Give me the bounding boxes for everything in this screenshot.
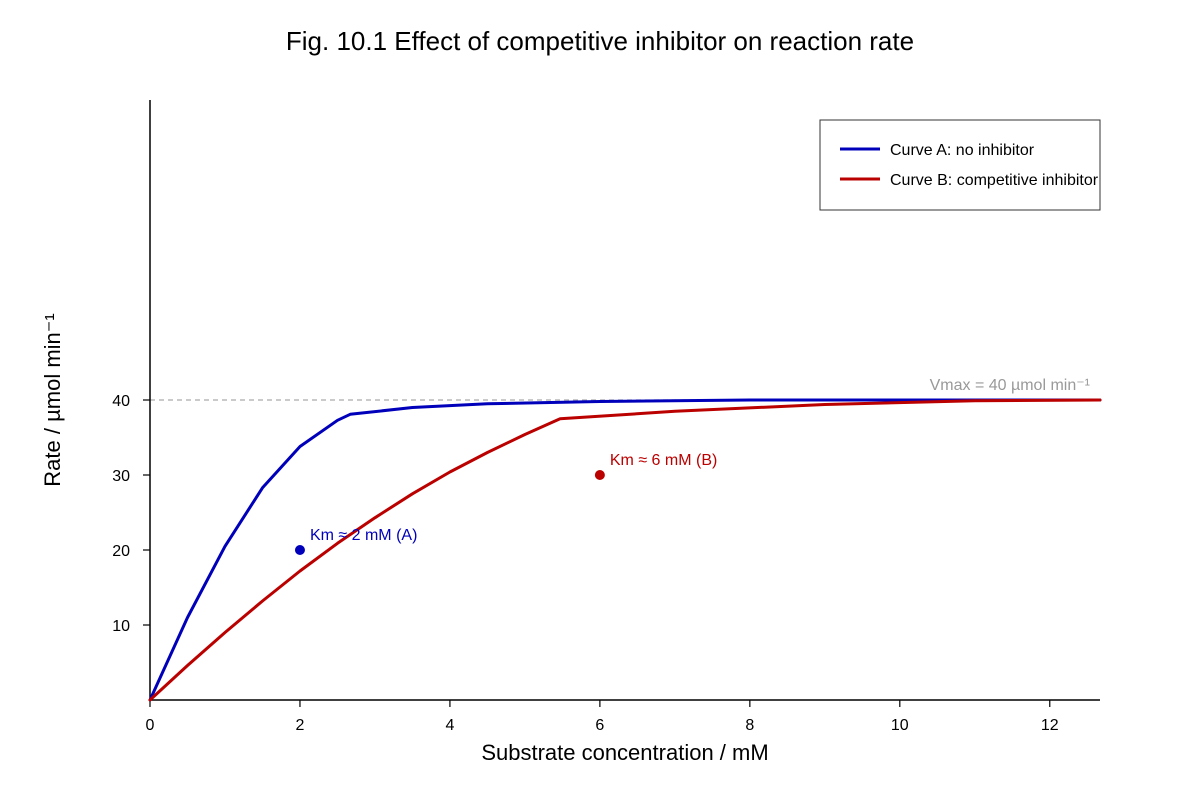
x-axis-label: Substrate concentration / mM: [481, 740, 768, 765]
km-b-label: Km ≈ 6 mM (B): [610, 452, 717, 469]
curve-a-line: [148, 398, 1102, 702]
y-tick-label: 20: [112, 543, 130, 560]
legend-box: [819, 119, 1101, 211]
y-tick-label: 10: [112, 618, 130, 635]
x-tick-label: 8: [745, 717, 754, 734]
km-a-label: Km ≈ 2 mM (A): [310, 527, 417, 544]
km-a-point: [294, 545, 305, 555]
curve-b-line: [148, 398, 1102, 702]
x-tick-label: 6: [595, 717, 604, 734]
y-tick-label: 40: [112, 393, 130, 410]
x-tick-label: 10: [891, 717, 909, 734]
vmax-label: Vmax = 40 µmol min⁻¹: [930, 377, 1090, 394]
x-tick-label: 0: [146, 717, 155, 734]
legend: Curve A: no inhibitor Curve B: competitiv…: [819, 119, 1101, 211]
km-b-point: [594, 470, 605, 480]
y-axis-label: Rate / µmol min⁻¹: [40, 313, 65, 486]
plot-area: Vmax = 40 µmol min⁻¹ 0 2 4 6 8 10 12 10 20 30 40 Km …: [112, 100, 1102, 734]
x-tick-label: 4: [445, 717, 454, 734]
chart-title: Fig. 10.1 Effect of competitive inhibito…: [286, 26, 914, 56]
legend-entry: Curve B: competitive inhibitor: [890, 172, 1099, 189]
y-tick-label: 30: [112, 468, 130, 485]
x-tick-label: 12: [1041, 717, 1059, 734]
legend-entry: Curve A: no inhibitor: [890, 142, 1035, 159]
x-tick-label: 2: [296, 717, 305, 734]
